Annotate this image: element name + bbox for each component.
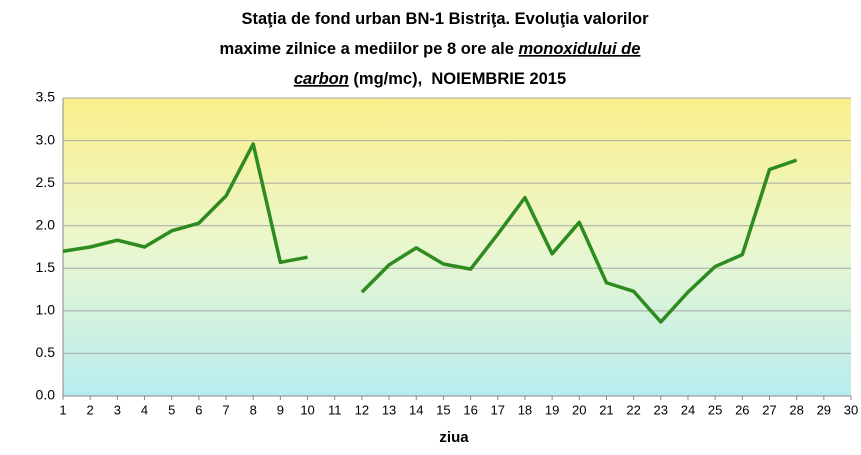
x-tick-label: 22 — [626, 402, 640, 417]
x-tick-label: 12 — [355, 402, 369, 417]
x-tick-label: 5 — [168, 402, 175, 417]
x-tick-label: 14 — [409, 402, 423, 417]
x-tick-label: 20 — [572, 402, 586, 417]
line-series — [62, 142, 308, 265]
x-tick-label: 8 — [250, 402, 257, 417]
y-tick-label: 2.0 — [36, 216, 56, 232]
x-tick-label: 27 — [762, 402, 776, 417]
x-tick-label: 2 — [87, 402, 94, 417]
chart-title: carbon (mg/mc), NOIEMBRIE 2015 — [294, 70, 566, 88]
title-part: monoxidului de — [519, 40, 641, 58]
x-tick-label: 30 — [844, 402, 858, 417]
x-tick-label: 3 — [114, 402, 121, 417]
x-tick-label: 21 — [599, 402, 613, 417]
x-tick-label: 6 — [195, 402, 202, 417]
x-tick-label: 7 — [222, 402, 229, 417]
x-tick-label: 28 — [789, 402, 803, 417]
chart-title: Staţia de fond urban BN-1 Bistriţa. Evol… — [241, 10, 649, 28]
plot-area — [63, 98, 851, 396]
y-tick-label: 1.5 — [36, 259, 56, 275]
x-tick-label: 10 — [300, 402, 314, 417]
x-tick-label: 4 — [141, 402, 148, 417]
x-tick-label: 16 — [463, 402, 477, 417]
line-series — [360, 158, 798, 324]
x-tick-label: 29 — [817, 402, 831, 417]
title-part: carbon — [294, 70, 349, 88]
x-tick-label: 19 — [545, 402, 559, 417]
y-tick-label: 2.5 — [36, 174, 56, 190]
x-tick-label: 15 — [436, 402, 450, 417]
x-tick-label: 9 — [277, 402, 284, 417]
y-tick-label: 1.0 — [36, 302, 56, 318]
x-tick-label: 25 — [708, 402, 722, 417]
x-tick-label: 24 — [681, 402, 695, 417]
x-tick-label: 23 — [654, 402, 668, 417]
x-tick-label: 13 — [382, 402, 396, 417]
x-tick-label: 11 — [328, 402, 342, 417]
y-tick-label: 0.5 — [36, 344, 56, 360]
title-part: Staţia de fond urban BN-1 Bistriţa. Evol… — [241, 10, 649, 28]
x-tick-label: 26 — [735, 402, 749, 417]
y-tick-label: 3.5 — [36, 89, 56, 105]
title-part: maxime zilnice a mediilor pe 8 ore ale — [220, 40, 519, 58]
title-part: (mg/mc), NOIEMBRIE 2015 — [349, 70, 566, 88]
x-tick-label: 1 — [59, 402, 66, 417]
chart-title: maxime zilnice a mediilor pe 8 ore ale m… — [220, 40, 641, 58]
x-tick-label: 18 — [518, 402, 532, 417]
y-tick-label: 0.0 — [36, 387, 56, 403]
x-tick-label: 17 — [491, 402, 505, 417]
y-tick-label: 3.0 — [36, 131, 56, 147]
x-axis-label: ziua — [439, 429, 469, 446]
